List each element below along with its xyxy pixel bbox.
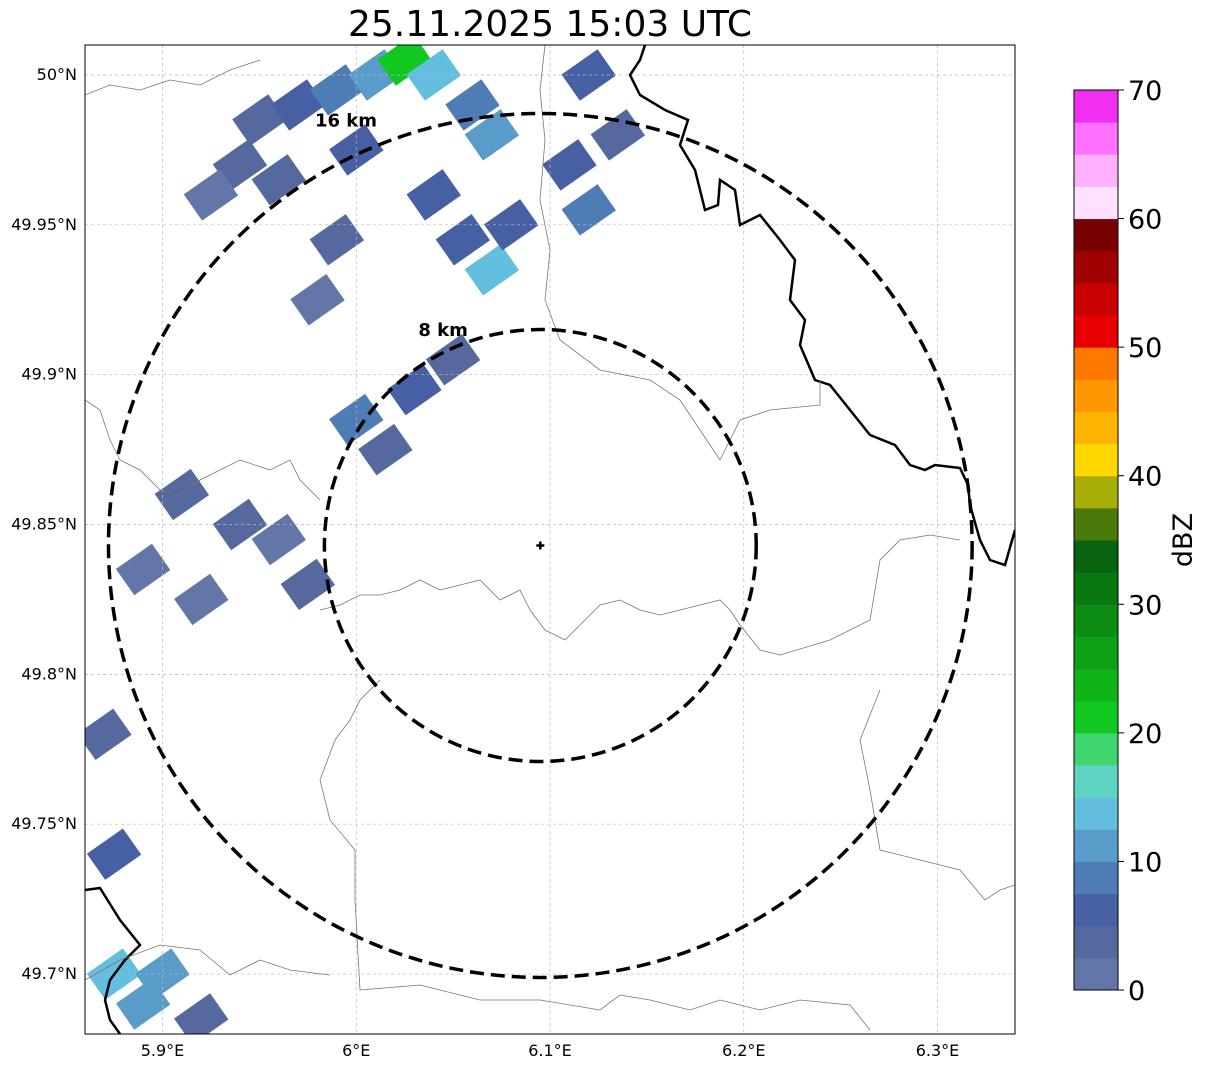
reflectivity-cell bbox=[309, 214, 365, 266]
reflectivity-cell bbox=[212, 139, 268, 191]
reflectivity-cell bbox=[86, 828, 142, 880]
country-border-line-sw bbox=[85, 886, 142, 1034]
reflectivity-cell bbox=[464, 244, 520, 296]
range-ring bbox=[106, 111, 974, 980]
colorbar-tick-label: 10 bbox=[1128, 847, 1162, 878]
colorbar-tick-label: 60 bbox=[1128, 205, 1162, 236]
colorbar-segment bbox=[1074, 893, 1118, 927]
colorbar-segment bbox=[1074, 700, 1118, 734]
axis-ticks: 5.9°E 6°E 6.1°E 6.2°E 6.3°E 50°N 49.95°N 49.9°N… bbox=[11, 65, 959, 1060]
colorbar-tick-label: 70 bbox=[1128, 76, 1162, 107]
reflectivity-cell bbox=[115, 543, 171, 596]
reflectivity-cell bbox=[435, 214, 491, 266]
lat-tick-label: 49.95°N bbox=[11, 215, 77, 234]
colorbar-segment bbox=[1074, 90, 1118, 123]
colorbar-segment bbox=[1074, 122, 1118, 155]
colorbar-label: dBZ bbox=[1168, 513, 1199, 567]
reflectivity-cell bbox=[464, 109, 520, 161]
chart-title: 25.11.2025 15:03 UTC bbox=[347, 4, 753, 45]
reflectivity-cell bbox=[561, 184, 616, 236]
colorbar-segment bbox=[1074, 732, 1118, 766]
colorbar-segment bbox=[1074, 218, 1118, 252]
colorbar-tick-label: 20 bbox=[1128, 719, 1162, 750]
colorbar-segment bbox=[1074, 186, 1118, 220]
lon-tick-label: 6.3°E bbox=[916, 1041, 960, 1060]
lat-tick-label: 49.9°N bbox=[21, 365, 77, 384]
reflectivity-cell bbox=[445, 79, 500, 131]
range-rings: 8 km 16 km bbox=[106, 110, 974, 980]
colorbar-segment bbox=[1074, 540, 1118, 573]
borders-layer bbox=[85, 45, 1015, 1034]
reflectivity-cell bbox=[85, 708, 132, 761]
colorbar-segment bbox=[1074, 572, 1118, 605]
lat-tick-label: 49.75°N bbox=[11, 814, 77, 833]
colorbar-tick-label: 50 bbox=[1128, 333, 1162, 364]
reflectivity-cell bbox=[377, 45, 432, 86]
range-ring-label: 8 km bbox=[418, 320, 468, 341]
colorbar-segment bbox=[1074, 250, 1118, 284]
reflectivity-cell bbox=[174, 573, 229, 626]
reflectivity-cell bbox=[290, 274, 345, 326]
country-border-line bbox=[628, 45, 1015, 567]
admin-boundary bbox=[85, 45, 1015, 1031]
reflectivity-cell bbox=[135, 948, 190, 1000]
reflectivity-cell bbox=[154, 468, 210, 521]
reflectivity-cell bbox=[212, 498, 268, 551]
colorbar-segment bbox=[1074, 282, 1118, 316]
reflectivity-cell bbox=[174, 993, 229, 1034]
colorbar-segment bbox=[1074, 315, 1118, 348]
colorbar-tick-label: 40 bbox=[1128, 462, 1162, 493]
reflectivity-cell bbox=[425, 333, 481, 386]
reflectivity-cell bbox=[358, 423, 413, 476]
colorbar-segment bbox=[1074, 925, 1118, 959]
lat-tick-label: 49.7°N bbox=[21, 964, 77, 983]
colorbar-segment bbox=[1074, 668, 1118, 702]
colorbar-tick-label: 0 bbox=[1128, 976, 1145, 1007]
colorbar-segment bbox=[1074, 861, 1118, 895]
reflectivity-cell bbox=[387, 363, 442, 416]
reflectivity-cell bbox=[406, 169, 461, 221]
lon-tick-label: 5.9°E bbox=[141, 1041, 185, 1060]
lon-tick-label: 6.2°E bbox=[722, 1041, 766, 1060]
colorbar-segment bbox=[1074, 829, 1118, 862]
reflectivity-cell bbox=[251, 154, 306, 206]
colorbar-segment bbox=[1074, 443, 1118, 477]
colorbar-segment bbox=[1074, 636, 1118, 670]
lat-tick-label: 49.8°N bbox=[21, 664, 77, 683]
lon-tick-label: 6.1°E bbox=[528, 1041, 572, 1060]
reflectivity-cell bbox=[542, 139, 597, 191]
colorbar-segment bbox=[1074, 347, 1118, 380]
reflectivity-cell bbox=[280, 558, 336, 611]
map-frame bbox=[84, 44, 1016, 1035]
colorbar-segment bbox=[1074, 379, 1118, 412]
reflectivity-cell bbox=[561, 49, 616, 101]
lat-tick-label: 49.85°N bbox=[11, 515, 77, 534]
reflectivity-cell bbox=[183, 169, 239, 221]
colorbar-segment bbox=[1074, 957, 1118, 991]
gridlines bbox=[85, 45, 1015, 1034]
colorbar-frame bbox=[1073, 89, 1119, 991]
lon-tick-label: 6°E bbox=[342, 1041, 370, 1060]
reflectivity-cell bbox=[251, 513, 306, 566]
range-ring-label: 16 km bbox=[315, 110, 377, 131]
colorbar-segment bbox=[1074, 411, 1118, 445]
lat-tick-label: 50°N bbox=[37, 65, 77, 84]
colorbar-tick-label: 30 bbox=[1128, 590, 1162, 621]
colorbar-segment bbox=[1074, 154, 1118, 187]
colorbar-segment bbox=[1074, 765, 1118, 798]
colorbar-segment bbox=[1074, 475, 1118, 509]
colorbar: 0 10 20 30 40 50 60 70 dBZ bbox=[1073, 76, 1199, 1007]
range-ring bbox=[322, 327, 758, 764]
colorbar-segment bbox=[1074, 604, 1118, 637]
radar-site-marker bbox=[536, 541, 545, 550]
colorbar-segment bbox=[1074, 507, 1118, 541]
colorbar-segment bbox=[1074, 797, 1118, 830]
